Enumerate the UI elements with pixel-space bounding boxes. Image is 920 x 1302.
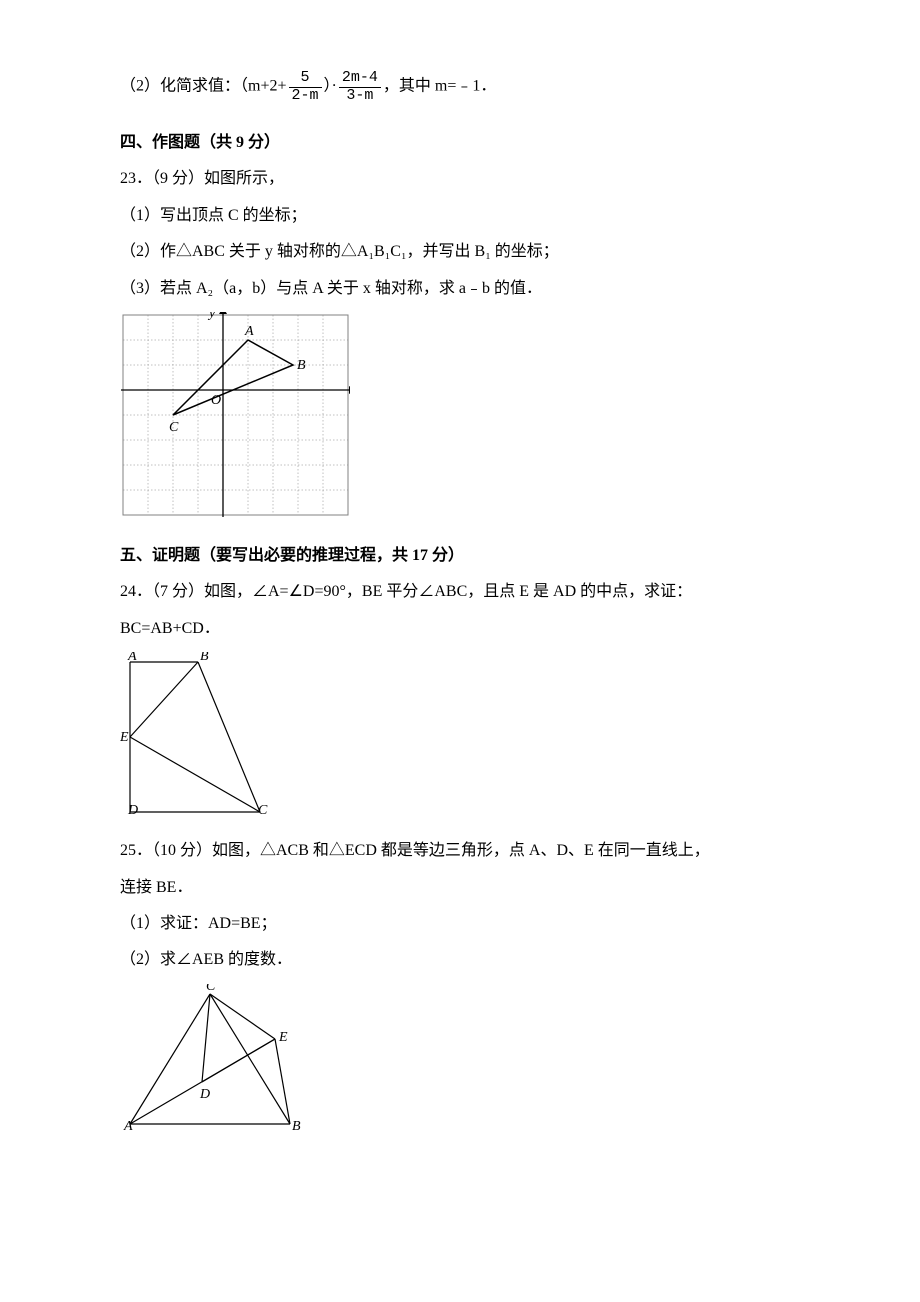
q25-stem2: 连接 BE． bbox=[120, 873, 800, 903]
q23-stem: 23．（9 分）如图所示， bbox=[120, 164, 800, 194]
figure-24: A B D C E bbox=[120, 652, 800, 822]
frac-2: 2m-43-m bbox=[339, 70, 381, 104]
svg-text:y: y bbox=[207, 312, 216, 321]
svg-text:C: C bbox=[258, 803, 268, 818]
section-5-title: 五、证明题（要写出必要的推理过程，共 17 分） bbox=[120, 541, 800, 571]
svg-text:C: C bbox=[206, 984, 216, 994]
q23-part1: （1）写出顶点 C 的坐标； bbox=[120, 201, 800, 231]
q22-part2: （2）化简求值：（m+2+52-m）·2m-43-m，其中 m=﹣1． bbox=[120, 70, 800, 104]
grid-diagram: xyOABC bbox=[120, 312, 350, 517]
svg-text:E: E bbox=[278, 1030, 288, 1045]
geometry-diagram-25: A B C D E bbox=[120, 984, 310, 1134]
svg-text:A: A bbox=[123, 1119, 133, 1134]
svg-text:D: D bbox=[127, 803, 138, 818]
q24-tail: BC=AB+CD． bbox=[120, 614, 800, 644]
q22-2-prefix: （2）化简求值：（m+2+ bbox=[120, 78, 287, 95]
svg-text:B: B bbox=[292, 1119, 301, 1134]
frac-1: 52-m bbox=[289, 70, 322, 104]
geometry-diagram-24: A B D C E bbox=[120, 652, 270, 822]
q24-stem: 24．（7 分）如图，∠A=∠D=90°，BE 平分∠ABC，且点 E 是 AD… bbox=[120, 577, 800, 607]
q22-2-tail: ，其中 m=﹣1． bbox=[383, 78, 496, 95]
q22-2-mid: ）· bbox=[324, 78, 337, 95]
svg-text:A: A bbox=[127, 652, 137, 664]
figure-25: A B C D E bbox=[120, 984, 800, 1134]
q25-part1: （1）求证：AD=BE； bbox=[120, 909, 800, 939]
svg-text:C: C bbox=[169, 420, 179, 435]
svg-text:B: B bbox=[297, 358, 306, 373]
q25-part2: （2）求∠AEB 的度数． bbox=[120, 945, 800, 975]
q23-part3: （3）若点 A₂（a，b）与点 A 关于 x 轴对称，求 a﹣b 的值． bbox=[120, 274, 800, 304]
svg-text:E: E bbox=[120, 730, 129, 745]
q23-part2: （2）作△ABC 关于 y 轴对称的△A₁B₁C₁，并写出 B₁ 的坐标； bbox=[120, 237, 800, 267]
q25-stem: 25．（10 分）如图，△ACB 和△ECD 都是等边三角形，点 A、D、E 在… bbox=[120, 836, 800, 866]
svg-text:B: B bbox=[200, 652, 209, 664]
figure-23: xyOABC bbox=[120, 312, 800, 517]
svg-text:D: D bbox=[199, 1087, 210, 1102]
svg-text:A: A bbox=[244, 324, 254, 339]
section-4-title: 四、作图题（共 9 分） bbox=[120, 128, 800, 158]
